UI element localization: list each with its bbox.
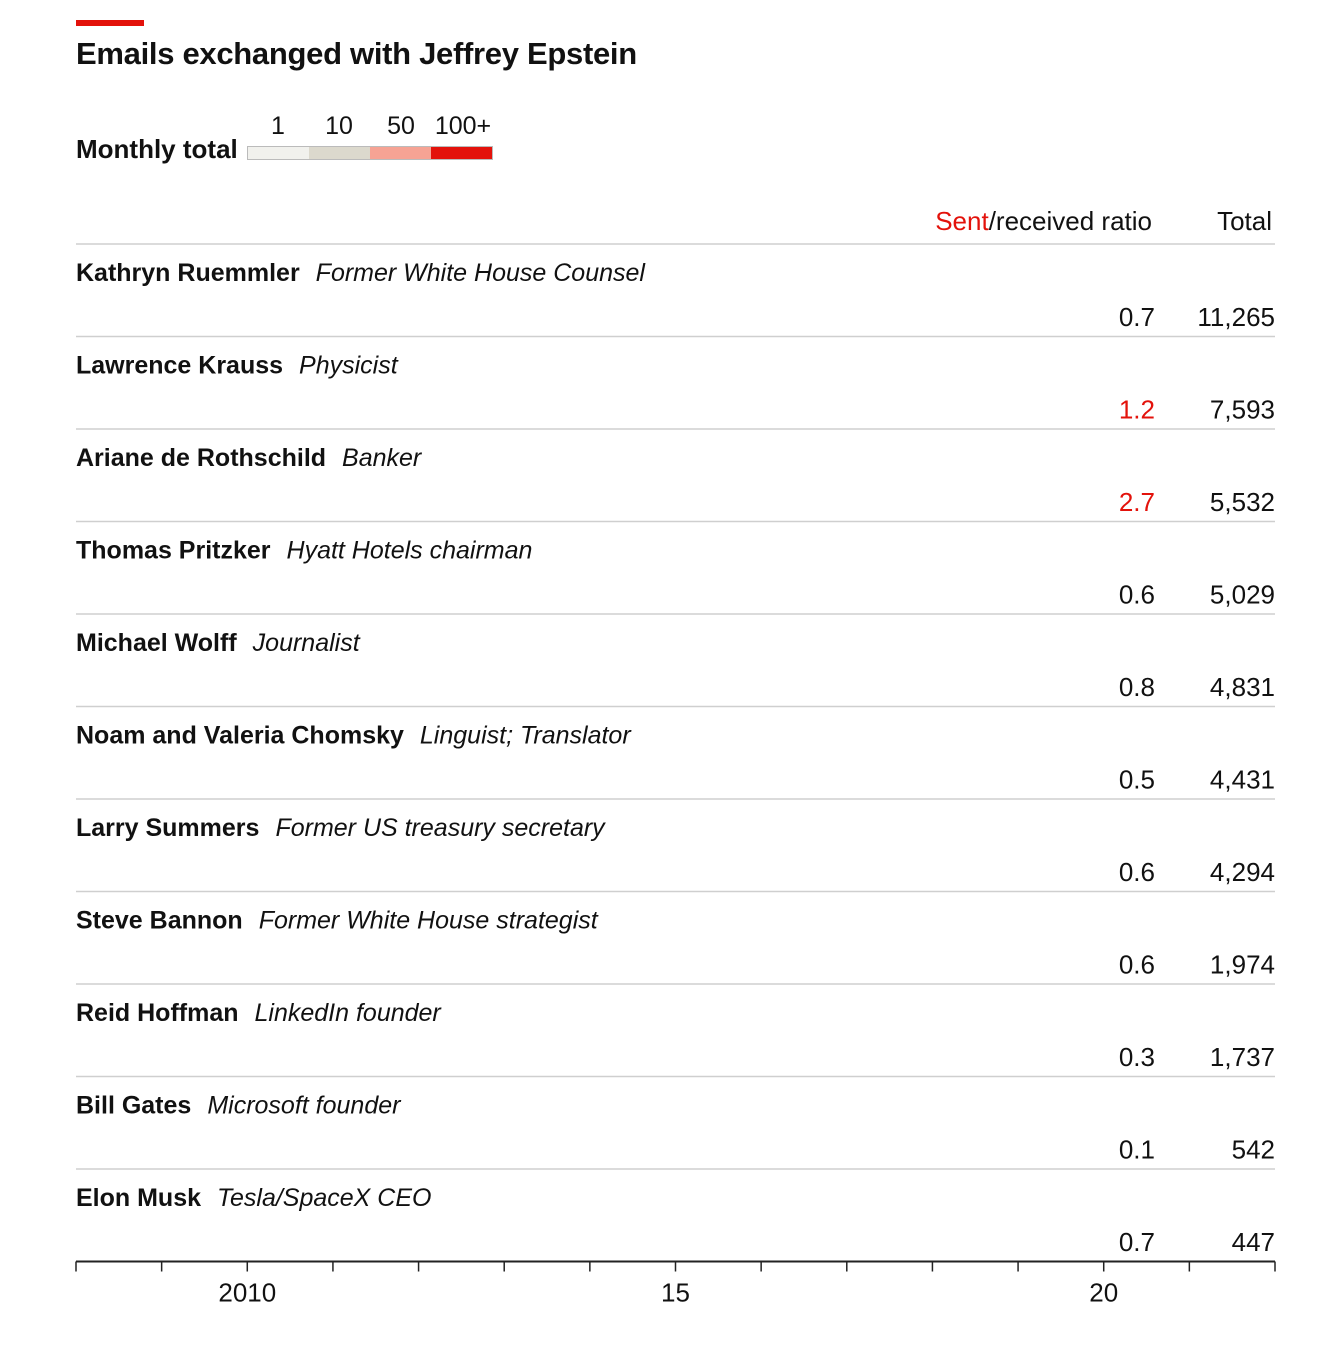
accent-bar bbox=[76, 20, 144, 26]
legend-swatch-50 bbox=[370, 147, 431, 159]
row-label-reid-hoffman: Reid Hoffman LinkedIn founder bbox=[76, 999, 442, 1027]
ratio-column-header: Sent/received ratio bbox=[935, 206, 1152, 237]
person-role: Former US treasury secretary bbox=[275, 814, 606, 842]
legend-tick-10: 10 bbox=[325, 112, 353, 140]
ratio-value: 1.2 bbox=[1119, 395, 1155, 425]
person-role: Former White House Counsel bbox=[316, 259, 647, 287]
total-value: 447 bbox=[1232, 1227, 1275, 1257]
person-role: Hyatt Hotels chairman bbox=[287, 537, 533, 565]
sent-label: Sent bbox=[935, 206, 989, 236]
row-label-michael-wolff: Michael Wolff Journalist bbox=[76, 629, 361, 657]
person-name: Reid Hoffman bbox=[76, 999, 239, 1027]
ratio-value: 0.8 bbox=[1119, 672, 1155, 702]
ratio-value: 0.6 bbox=[1119, 950, 1155, 980]
total-value: 7,593 bbox=[1210, 395, 1275, 425]
x-tick-label: 2010 bbox=[218, 1278, 276, 1308]
received-ratio-label: /received ratio bbox=[988, 206, 1152, 236]
person-role: Former White House strategist bbox=[259, 907, 599, 935]
total-value: 5,029 bbox=[1210, 580, 1275, 610]
total-value: 4,431 bbox=[1210, 765, 1275, 795]
ratio-value: 0.5 bbox=[1119, 765, 1155, 795]
person-name: Noam and Valeria Chomsky bbox=[76, 722, 404, 750]
ratio-value: 2.7 bbox=[1119, 487, 1155, 517]
total-value: 1,974 bbox=[1210, 950, 1275, 980]
ratio-value: 0.3 bbox=[1119, 1042, 1155, 1072]
x-tick-label: 15 bbox=[661, 1278, 690, 1308]
row-label-lawrence-krauss: Lawrence Krauss Physicist bbox=[76, 352, 399, 380]
legend-swatch-100 bbox=[431, 147, 492, 159]
legend-tick-1: 1 bbox=[271, 112, 285, 140]
legend-label: Monthly total bbox=[76, 134, 238, 164]
person-name: Thomas Pritzker bbox=[76, 537, 271, 565]
ratio-value: 0.6 bbox=[1119, 857, 1155, 887]
row-label-kathryn-ruemmler: Kathryn Ruemmler Former White House Couns… bbox=[76, 259, 646, 287]
total-value: 5,532 bbox=[1210, 487, 1275, 517]
total-value: 4,294 bbox=[1210, 857, 1275, 887]
x-tick-label: 20 bbox=[1089, 1278, 1118, 1308]
legend-swatch-10 bbox=[309, 147, 370, 159]
person-name: Bill Gates bbox=[76, 1092, 191, 1120]
total-value: 4,831 bbox=[1210, 672, 1275, 702]
row-label-larry-summers: Larry Summers Former US treasury secretar… bbox=[76, 814, 606, 842]
legend-tick-100: 100+ bbox=[434, 112, 492, 140]
ratio-value: 0.1 bbox=[1119, 1135, 1155, 1165]
ratio-value: 0.6 bbox=[1119, 580, 1155, 610]
total-value: 1,737 bbox=[1210, 1042, 1275, 1072]
person-role: Journalist bbox=[252, 629, 361, 657]
person-name: Ariane de Rothschild bbox=[76, 444, 326, 472]
legend-tick-50: 50 bbox=[387, 112, 415, 140]
person-name: Michael Wolff bbox=[76, 629, 237, 657]
person-name: Kathryn Ruemmler bbox=[76, 259, 300, 287]
person-role: Microsoft founder bbox=[207, 1092, 402, 1120]
person-name: Larry Summers bbox=[76, 814, 259, 842]
ratio-value: 0.7 bbox=[1119, 1227, 1155, 1257]
row-label-bill-gates: Bill Gates Microsoft founder bbox=[76, 1092, 402, 1120]
person-role: Tesla/SpaceX CEO bbox=[217, 1184, 431, 1212]
person-role: Physicist bbox=[299, 352, 399, 380]
total-value: 542 bbox=[1232, 1135, 1275, 1165]
row-label-steve-bannon: Steve Bannon Former White House strategis… bbox=[76, 907, 599, 935]
row-label-elon-musk: Elon Musk Tesla/SpaceX CEO bbox=[76, 1184, 431, 1212]
person-role: Banker bbox=[342, 444, 423, 472]
row-label-thomas-pritzker: Thomas Pritzker Hyatt Hotels chairman bbox=[76, 537, 532, 565]
row-label-ariane-de-rothschild: Ariane de Rothschild Banker bbox=[76, 444, 423, 472]
person-name: Elon Musk bbox=[76, 1184, 201, 1212]
row-label-noam-and-valeria-chomsky: Noam and Valeria Chomsky Linguist; Transl… bbox=[76, 722, 632, 750]
legend-swatch-1 bbox=[248, 147, 309, 159]
person-role: LinkedIn founder bbox=[255, 999, 443, 1027]
ratio-value: 0.7 bbox=[1119, 302, 1155, 332]
chart-title: Emails exchanged with Jeffrey Epstein bbox=[76, 36, 637, 71]
person-name: Steve Bannon bbox=[76, 907, 243, 935]
person-name: Lawrence Krauss bbox=[76, 352, 283, 380]
person-role: Linguist; Translator bbox=[420, 722, 632, 750]
total-column-header: Total bbox=[1217, 206, 1272, 236]
legend-scale bbox=[247, 146, 493, 160]
total-value: 11,265 bbox=[1197, 302, 1275, 332]
